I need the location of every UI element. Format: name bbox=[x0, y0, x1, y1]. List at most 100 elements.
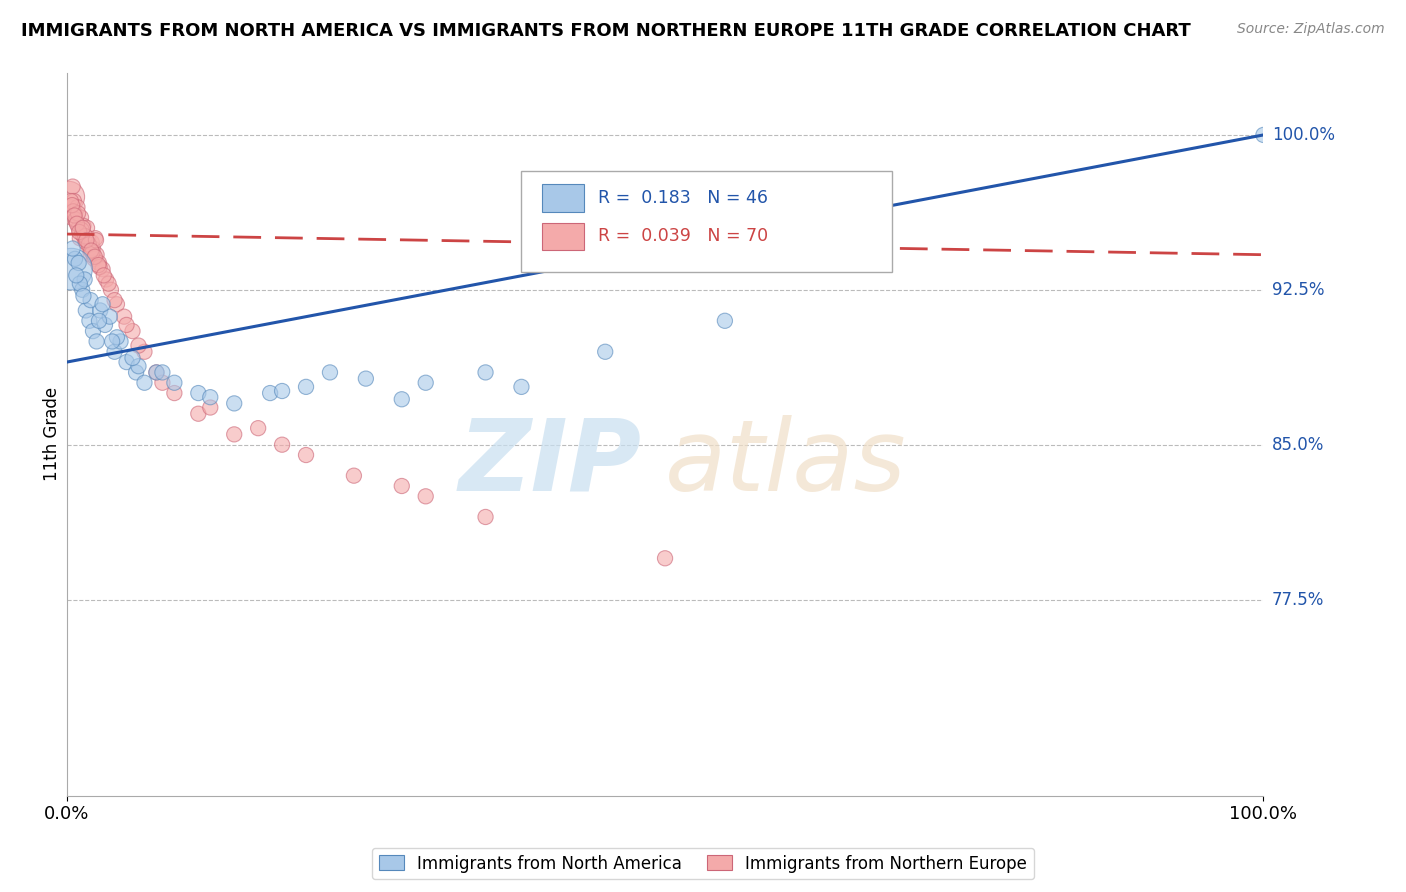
Text: atlas: atlas bbox=[665, 415, 907, 512]
Point bbox=[163, 376, 186, 390]
Point bbox=[224, 396, 246, 410]
Point bbox=[115, 355, 138, 369]
Point bbox=[127, 359, 149, 374]
Point bbox=[134, 344, 156, 359]
Point bbox=[415, 376, 437, 390]
Point bbox=[105, 330, 128, 344]
Point bbox=[510, 380, 533, 394]
Point bbox=[91, 262, 114, 277]
Point bbox=[593, 344, 616, 359]
Point bbox=[271, 384, 294, 398]
Point bbox=[86, 248, 108, 262]
Point bbox=[91, 297, 114, 311]
Point bbox=[63, 206, 86, 220]
Text: ZIP: ZIP bbox=[458, 415, 641, 512]
Point bbox=[59, 200, 82, 214]
Point bbox=[354, 371, 377, 385]
Text: Source: ZipAtlas.com: Source: ZipAtlas.com bbox=[1237, 22, 1385, 37]
Text: 100.0%: 100.0% bbox=[1272, 126, 1334, 144]
Point bbox=[63, 252, 86, 266]
Text: 85.0%: 85.0% bbox=[1272, 435, 1324, 454]
Point bbox=[79, 293, 101, 307]
Point bbox=[87, 314, 110, 328]
Point bbox=[70, 223, 93, 237]
Text: 77.5%: 77.5% bbox=[1272, 591, 1324, 608]
Point bbox=[62, 242, 84, 256]
Point bbox=[84, 233, 107, 247]
Point bbox=[152, 376, 174, 390]
Point bbox=[70, 283, 93, 297]
Y-axis label: 11th Grade: 11th Grade bbox=[44, 387, 60, 482]
Point bbox=[86, 334, 108, 349]
Point bbox=[152, 366, 174, 380]
Point bbox=[69, 231, 91, 245]
Point bbox=[97, 277, 120, 291]
Point bbox=[224, 427, 246, 442]
Point bbox=[65, 212, 87, 227]
Point bbox=[76, 220, 98, 235]
Bar bbox=[541, 185, 583, 211]
Point bbox=[69, 277, 91, 291]
Point bbox=[70, 227, 93, 241]
Point bbox=[89, 260, 111, 274]
Point bbox=[247, 421, 270, 435]
Point bbox=[121, 324, 143, 338]
Point bbox=[77, 237, 100, 252]
Point bbox=[94, 318, 117, 332]
Point bbox=[115, 318, 138, 332]
Bar bbox=[541, 223, 583, 250]
Point bbox=[200, 390, 222, 404]
Point bbox=[145, 366, 167, 380]
Point bbox=[89, 303, 111, 318]
Point bbox=[62, 204, 84, 219]
Point bbox=[75, 303, 97, 318]
Point bbox=[60, 211, 83, 225]
Point bbox=[98, 310, 121, 324]
Point bbox=[187, 386, 209, 401]
Point bbox=[259, 386, 281, 401]
Point bbox=[72, 289, 94, 303]
Point bbox=[82, 245, 104, 260]
Point bbox=[79, 242, 101, 256]
Point bbox=[80, 235, 103, 250]
Point bbox=[145, 366, 167, 380]
Point bbox=[67, 206, 90, 220]
Point bbox=[319, 366, 342, 380]
Point bbox=[70, 211, 93, 225]
Point bbox=[134, 376, 156, 390]
Point bbox=[125, 366, 148, 380]
Point bbox=[200, 401, 222, 415]
Point bbox=[391, 479, 413, 493]
Point bbox=[1253, 128, 1275, 142]
Point bbox=[474, 510, 496, 524]
Point bbox=[271, 438, 294, 452]
Point bbox=[295, 448, 318, 462]
Point bbox=[96, 272, 118, 286]
Point bbox=[391, 392, 413, 407]
Point bbox=[66, 217, 89, 231]
Point bbox=[60, 262, 83, 277]
Point bbox=[75, 233, 97, 247]
Point bbox=[121, 351, 143, 365]
Point bbox=[67, 256, 90, 270]
Point bbox=[75, 235, 97, 250]
Point bbox=[72, 219, 94, 233]
Point bbox=[65, 268, 87, 283]
Text: R =  0.039   N = 70: R = 0.039 N = 70 bbox=[598, 227, 768, 245]
Point bbox=[75, 229, 97, 244]
Point bbox=[101, 334, 124, 349]
Point bbox=[93, 268, 115, 283]
Point bbox=[73, 231, 96, 245]
Point bbox=[58, 190, 80, 204]
Point bbox=[82, 242, 104, 256]
Point bbox=[654, 551, 676, 566]
Point bbox=[62, 179, 84, 194]
FancyBboxPatch shape bbox=[522, 170, 893, 272]
Point bbox=[65, 215, 87, 229]
Point bbox=[87, 258, 110, 272]
Point bbox=[67, 220, 90, 235]
Point bbox=[87, 256, 110, 270]
Point bbox=[343, 468, 366, 483]
Point bbox=[295, 380, 318, 394]
Text: 92.5%: 92.5% bbox=[1272, 281, 1324, 299]
